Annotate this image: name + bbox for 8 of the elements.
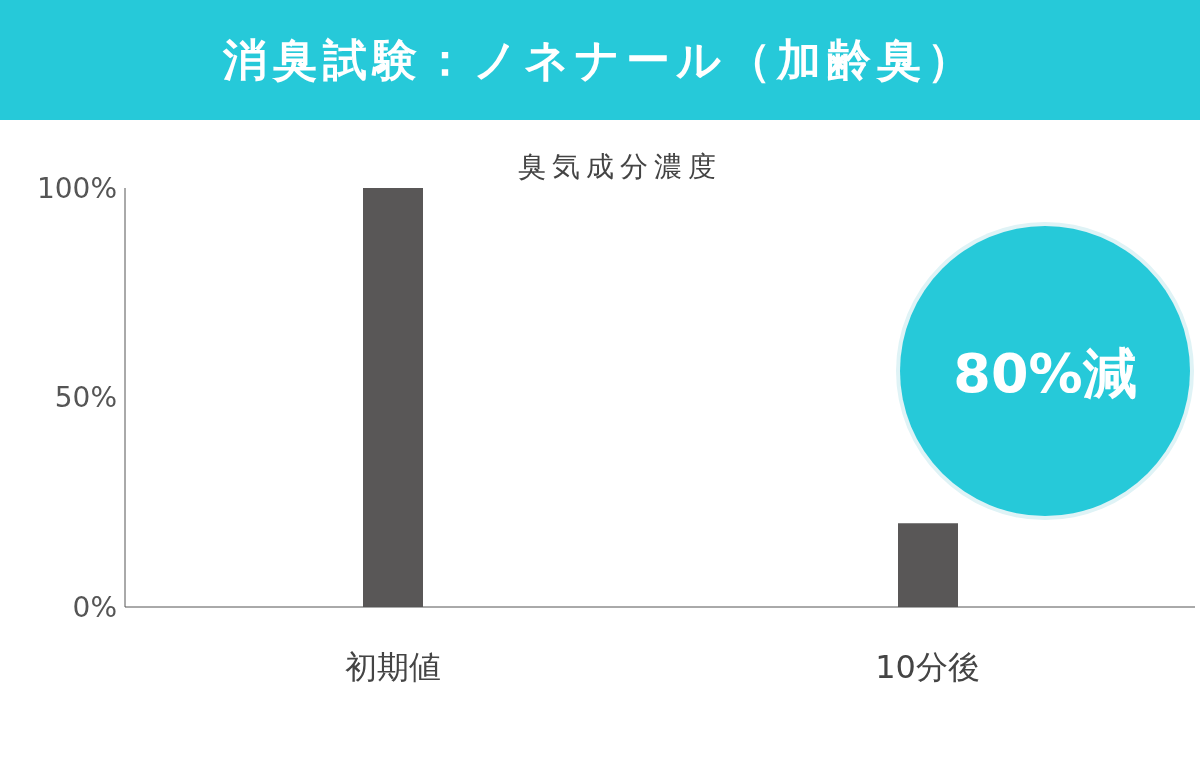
y-tick-label: 50% [54,381,117,415]
y-tick-label: 0% [72,590,117,624]
y-tick-label: 100% [36,171,117,205]
chart-subtitle: 臭気成分濃度 [518,150,722,183]
x-tick-label: 10分後 [875,647,980,686]
annotation: 80%減 [952,341,1138,407]
x-tick-label: 初期値 [344,647,441,686]
chart-title: 消臭試験：ノネナール（加齢臭） [223,32,977,87]
